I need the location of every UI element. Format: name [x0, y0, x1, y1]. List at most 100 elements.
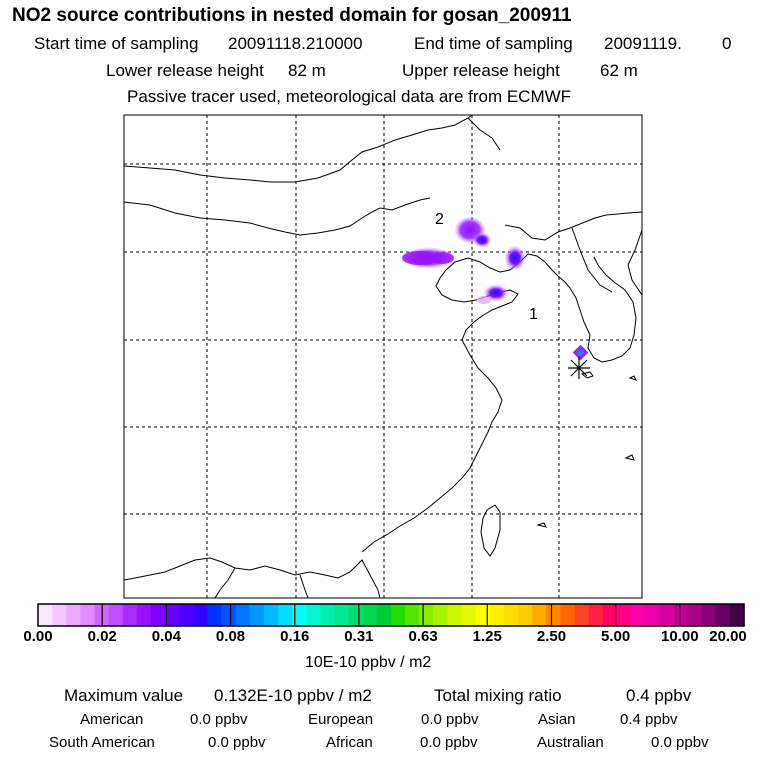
colorbar-cell [193, 604, 209, 626]
colorbar-cell [221, 604, 237, 626]
colorbar-tick-label: 5.00 [601, 628, 631, 645]
colorbar-cell [320, 604, 336, 626]
colorbar-cell [447, 604, 463, 626]
colorbar-tick-label: 1.25 [472, 628, 502, 645]
max-value-label: Maximum value [64, 686, 184, 705]
colorbar-cell [574, 604, 590, 626]
plume-west-core [430, 252, 454, 264]
colorbar-cell [263, 604, 279, 626]
colorbar-cell [108, 604, 124, 626]
colorbar-frame [37, 603, 745, 627]
colorbar-tick-label: 0.16 [280, 628, 310, 645]
plume-north-peak [472, 232, 492, 248]
lower-height-value: 82 m [288, 61, 326, 80]
start-time-value: 20091118.210000 [228, 34, 363, 53]
colorbar-cell [207, 604, 223, 626]
tracer-note: Passive tracer used, meteorological data… [127, 87, 572, 106]
colorbar-tick-label: 2.50 [536, 628, 567, 645]
colorbar-cell [602, 604, 618, 626]
colorbar-cell [616, 604, 632, 626]
african-value: 0.0 ppbv [420, 734, 478, 751]
colorbar-cell [376, 604, 392, 626]
colorbar-cell [278, 604, 293, 626]
colorbar-cell [334, 604, 350, 626]
colorbar-cell [475, 604, 491, 626]
lat-lon-grid [124, 115, 642, 598]
colorbar-cell [532, 604, 547, 626]
max-value: 0.132E-10 ppbv / m2 [214, 686, 372, 705]
colorbar-cell [518, 604, 533, 626]
end-time-label: End time of sampling [414, 34, 573, 53]
colorbar-cell [52, 604, 67, 626]
map-frame [123, 114, 643, 599]
colorbar-tick-label: 0.31 [344, 628, 374, 645]
colorbar-cell [546, 604, 562, 626]
colorbar [37, 603, 745, 627]
colorbar-cell [38, 604, 53, 626]
asian-label: Asian [538, 711, 576, 728]
colorbar-cell [362, 604, 378, 626]
colorbar-cell [489, 604, 505, 626]
colorbar-cell [122, 604, 138, 626]
start-time-label: Start time of sampling [34, 34, 199, 53]
upper-height-label: Upper release height [402, 61, 560, 80]
colorbar-cell [150, 604, 166, 626]
asterisk-icon [568, 357, 590, 379]
map-area [124, 115, 642, 598]
colorbar-cell [588, 604, 604, 626]
colorbar-tick-label: 0.00 [23, 628, 53, 645]
region-label-1: 1 [529, 306, 538, 323]
colorbar-cell [687, 604, 703, 626]
colorbar-cell [715, 604, 731, 626]
total-mixing-label: Total mixing ratio [434, 686, 562, 705]
colorbar-tick-label: 20.00 [709, 628, 747, 645]
colorbar-cell [461, 604, 477, 626]
colorbar-cell [66, 604, 81, 626]
total-mixing-value: 0.4 ppbv [626, 686, 692, 705]
colorbar-cell [306, 604, 321, 626]
colorbar-tick-label: 10.00 [661, 628, 699, 645]
south-american-label: South American [49, 734, 155, 751]
european-value: 0.0 ppbv [421, 711, 479, 728]
colorbar-cell [80, 604, 96, 626]
colorbar-cell [645, 604, 660, 626]
colorbar-cell [391, 604, 406, 626]
colorbar-cell [165, 604, 180, 626]
colorbar-cell [136, 604, 152, 626]
plume-south-tail [477, 296, 491, 304]
colorbar-cell [729, 604, 745, 626]
colorbar-cell [673, 604, 689, 626]
colorbar-tick-label: 0.08 [215, 628, 246, 645]
end-time-value: 20091119. [604, 34, 682, 53]
plume-south [483, 284, 509, 302]
colorbar-cell [631, 604, 646, 626]
colorbar-cell [433, 604, 449, 626]
african-label: African [326, 734, 373, 751]
page-title: NO2 source contributions in nested domai… [12, 5, 572, 26]
no2-plume [400, 216, 589, 361]
coastlines [124, 115, 642, 598]
colorbar-cell [292, 604, 307, 626]
colorbar-tick-label: 0.63 [408, 628, 438, 645]
european-label: European [308, 711, 374, 728]
colorbar-cell [503, 604, 519, 626]
colorbar-cell [235, 604, 251, 626]
colorbar-cell [419, 604, 434, 626]
colorbar-tick-label: 0.02 [87, 628, 117, 645]
colorbar-tick-label: 0.04 [151, 628, 181, 645]
american-label: American [80, 711, 144, 728]
upper-height-value: 62 m [600, 61, 638, 80]
american-value: 0.0 ppbv [190, 711, 248, 728]
south-american-value: 0.0 ppbv [208, 734, 266, 751]
lower-height-label: Lower release height [106, 61, 264, 80]
end-time-value-2: 0 [722, 34, 732, 53]
colorbar-cell [179, 604, 194, 626]
australian-value: 0.0 ppbv [651, 734, 709, 751]
plume-east [504, 245, 526, 271]
region-label-2: 2 [435, 211, 444, 228]
colorbar-units: 10E-10 ppbv / m2 [305, 654, 432, 671]
australian-label: Australian [537, 734, 604, 751]
colorbar-cell [405, 604, 420, 626]
colorbar-cell [348, 604, 364, 626]
